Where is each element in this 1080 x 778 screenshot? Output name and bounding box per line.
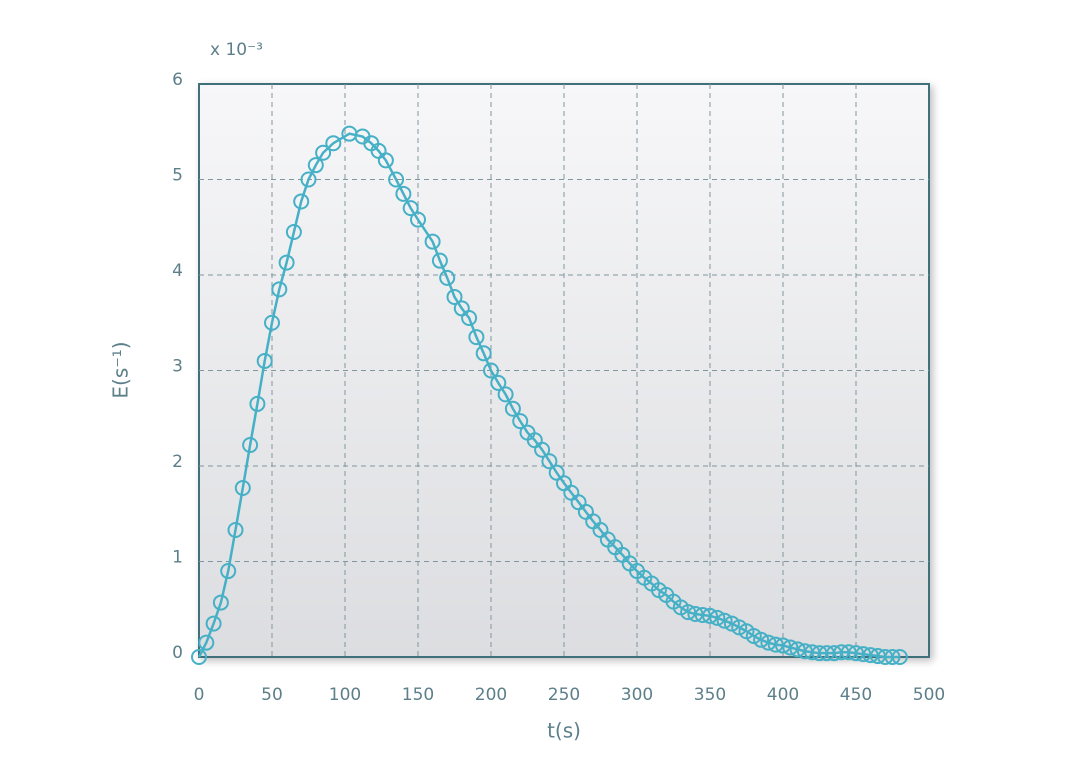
data-point	[884, 649, 901, 665]
data-point	[760, 634, 777, 651]
data-point	[264, 314, 280, 331]
data-point	[497, 386, 514, 403]
data-point	[212, 594, 229, 611]
data-point	[468, 329, 485, 346]
data-point	[694, 606, 711, 623]
x-tick-label: 400	[767, 685, 799, 705]
data-point	[461, 309, 478, 326]
data-point	[410, 211, 426, 228]
data-point	[242, 436, 259, 453]
data-point	[716, 612, 733, 629]
data-point	[709, 609, 726, 626]
y-tick-label: 1	[172, 548, 183, 568]
data-point	[205, 615, 222, 632]
x-tick-label: 450	[840, 685, 872, 705]
data-point	[249, 395, 266, 412]
x-tick-label: 500	[913, 685, 945, 705]
data-point	[198, 634, 215, 651]
y-tick-label: 5	[172, 166, 183, 186]
data-point	[293, 193, 310, 210]
data-point	[446, 288, 463, 305]
data-point	[789, 641, 806, 658]
x-tick-label: 200	[475, 685, 507, 705]
x-axis-label: t(s)	[547, 719, 581, 743]
y-tick-label: 0	[172, 643, 183, 663]
data-point	[490, 374, 507, 391]
data-point	[191, 649, 207, 665]
x-tick-label: 300	[621, 685, 653, 705]
y-tick-label: 3	[172, 357, 183, 377]
data-point	[220, 563, 237, 580]
data-point	[891, 649, 908, 665]
data-point	[256, 352, 273, 369]
y-tick-label: 4	[172, 261, 183, 281]
data-point	[431, 252, 448, 269]
data-point	[782, 639, 799, 656]
data-point	[512, 413, 529, 430]
data-point	[315, 144, 332, 161]
series-line	[197, 132, 900, 659]
data-point	[424, 233, 441, 250]
data-point	[702, 607, 718, 624]
y-axis-label: E(s⁻¹)	[109, 341, 133, 398]
data-point	[504, 400, 521, 417]
data-point	[278, 254, 295, 271]
x-tick-label: 0	[194, 685, 205, 705]
y-tick-label: 6	[172, 70, 183, 90]
data-point	[753, 631, 770, 648]
data-point	[402, 200, 419, 217]
data-point	[475, 345, 492, 362]
data-point	[548, 464, 565, 481]
data-point	[767, 636, 784, 653]
x-tick-label: 100	[329, 685, 361, 705]
data-point	[388, 171, 405, 188]
data-point	[271, 281, 288, 298]
data-point	[395, 185, 412, 202]
data-point	[234, 479, 251, 496]
axis-multiplier: x 10⁻³	[210, 40, 263, 60]
data-point	[439, 269, 456, 286]
x-tick-label: 350	[694, 685, 726, 705]
data-point	[307, 157, 324, 174]
data-point	[680, 604, 697, 621]
data-point	[300, 171, 317, 188]
y-tick-label: 2	[172, 452, 183, 472]
data-point	[377, 152, 394, 169]
data-point	[227, 521, 244, 538]
x-tick-label: 250	[548, 685, 580, 705]
data-point	[325, 135, 342, 152]
x-tick-label: 150	[402, 685, 434, 705]
data-point	[534, 441, 551, 458]
data-point	[775, 637, 791, 654]
data-point	[541, 453, 558, 470]
x-tick-label: 50	[261, 685, 283, 705]
data-point	[285, 224, 302, 241]
data-point	[483, 362, 499, 379]
